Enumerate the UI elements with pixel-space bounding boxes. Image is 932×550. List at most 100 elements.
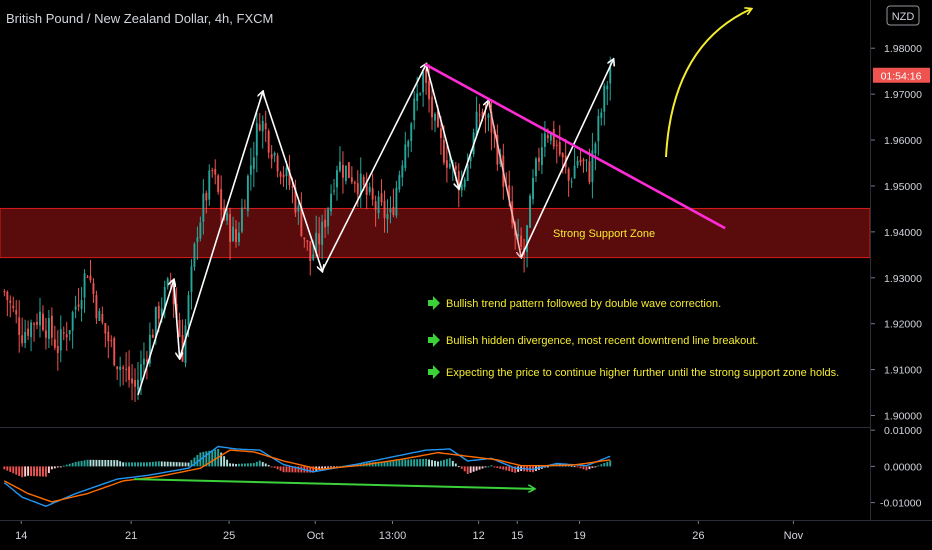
candle[interactable] — [276, 152, 279, 178]
candle[interactable] — [359, 157, 362, 208]
candle[interactable] — [404, 131, 407, 172]
candle[interactable] — [267, 128, 270, 159]
candle[interactable] — [341, 151, 344, 194]
candle[interactable] — [229, 207, 232, 260]
candle[interactable] — [496, 124, 499, 171]
candle[interactable] — [101, 306, 104, 325]
candle[interactable] — [487, 112, 490, 132]
candle[interactable] — [303, 237, 306, 248]
candle[interactable] — [62, 326, 65, 341]
candle[interactable] — [9, 295, 12, 318]
candle[interactable] — [350, 166, 353, 185]
candle[interactable] — [202, 179, 205, 235]
candle[interactable] — [238, 222, 240, 246]
candle[interactable] — [128, 350, 131, 388]
candle[interactable] — [39, 297, 41, 338]
candle[interactable] — [344, 165, 347, 185]
candle[interactable] — [585, 159, 588, 172]
candle[interactable] — [258, 112, 261, 132]
candle[interactable] — [178, 312, 181, 338]
candle[interactable] — [434, 112, 436, 133]
candle[interactable] — [478, 103, 481, 127]
candle[interactable] — [582, 157, 585, 173]
candle[interactable] — [327, 206, 330, 235]
candle[interactable] — [300, 192, 303, 238]
candle[interactable] — [347, 161, 350, 179]
candle[interactable] — [116, 365, 119, 381]
candle[interactable] — [65, 321, 68, 351]
candle[interactable] — [401, 160, 404, 187]
candle[interactable] — [15, 299, 18, 324]
candle[interactable] — [398, 170, 401, 193]
candle[interactable] — [208, 164, 211, 206]
candle[interactable] — [330, 184, 332, 216]
candle[interactable] — [68, 329, 71, 341]
candle[interactable] — [71, 310, 74, 349]
candle[interactable] — [386, 199, 389, 233]
candle[interactable] — [540, 133, 543, 175]
candle[interactable] — [606, 80, 609, 106]
candle[interactable] — [107, 325, 110, 359]
candle[interactable] — [59, 315, 62, 363]
candle[interactable] — [21, 317, 24, 347]
candle[interactable] — [315, 215, 318, 257]
candle[interactable] — [306, 239, 309, 251]
candle[interactable] — [125, 352, 128, 383]
candle[interactable] — [422, 68, 425, 107]
candle[interactable] — [555, 139, 558, 164]
candle[interactable] — [44, 317, 47, 350]
candle[interactable] — [249, 147, 252, 191]
candle[interactable] — [113, 336, 116, 367]
candle[interactable] — [383, 190, 386, 233]
candle[interactable] — [579, 150, 582, 166]
candle[interactable] — [151, 328, 154, 339]
candle[interactable] — [6, 290, 9, 317]
candle[interactable] — [104, 323, 107, 348]
candle[interactable] — [377, 190, 380, 219]
candle[interactable] — [466, 153, 469, 182]
candle[interactable] — [42, 305, 44, 332]
candle[interactable] — [166, 276, 169, 290]
candle[interactable] — [199, 216, 202, 242]
candle[interactable] — [246, 174, 249, 217]
candle[interactable] — [226, 208, 229, 226]
candle[interactable] — [243, 199, 246, 209]
candle[interactable] — [92, 278, 95, 303]
candle[interactable] — [56, 330, 59, 371]
candle[interactable] — [529, 193, 531, 228]
candle[interactable] — [380, 179, 383, 206]
candle[interactable] — [122, 365, 125, 386]
candle[interactable] — [205, 190, 208, 214]
candle[interactable] — [431, 83, 433, 131]
candle[interactable] — [475, 96, 478, 137]
candle[interactable] — [365, 172, 368, 210]
candle[interactable] — [264, 110, 267, 143]
candle[interactable] — [374, 195, 377, 227]
candle[interactable] — [318, 216, 321, 257]
candle[interactable] — [77, 288, 80, 312]
candle[interactable] — [190, 259, 193, 310]
candle[interactable] — [241, 198, 243, 234]
candle[interactable] — [603, 83, 606, 126]
candle[interactable] — [324, 209, 327, 239]
candle[interactable] — [273, 151, 276, 163]
candle[interactable] — [163, 280, 166, 319]
candle[interactable] — [490, 99, 493, 151]
candle[interactable] — [270, 145, 273, 169]
candle[interactable] — [600, 108, 603, 126]
candle[interactable] — [279, 170, 282, 185]
candle[interactable] — [89, 259, 92, 283]
candle[interactable] — [131, 364, 134, 401]
candle[interactable] — [255, 112, 258, 173]
candle[interactable] — [368, 182, 371, 196]
candle[interactable] — [570, 177, 573, 188]
candle[interactable] — [567, 167, 570, 197]
candle[interactable] — [80, 287, 83, 322]
candle[interactable] — [371, 173, 374, 206]
candle[interactable] — [294, 179, 297, 217]
candle[interactable] — [445, 145, 448, 183]
candle[interactable] — [3, 289, 6, 297]
candle[interactable] — [86, 275, 89, 279]
candle[interactable] — [232, 216, 234, 243]
candle[interactable] — [261, 115, 264, 149]
